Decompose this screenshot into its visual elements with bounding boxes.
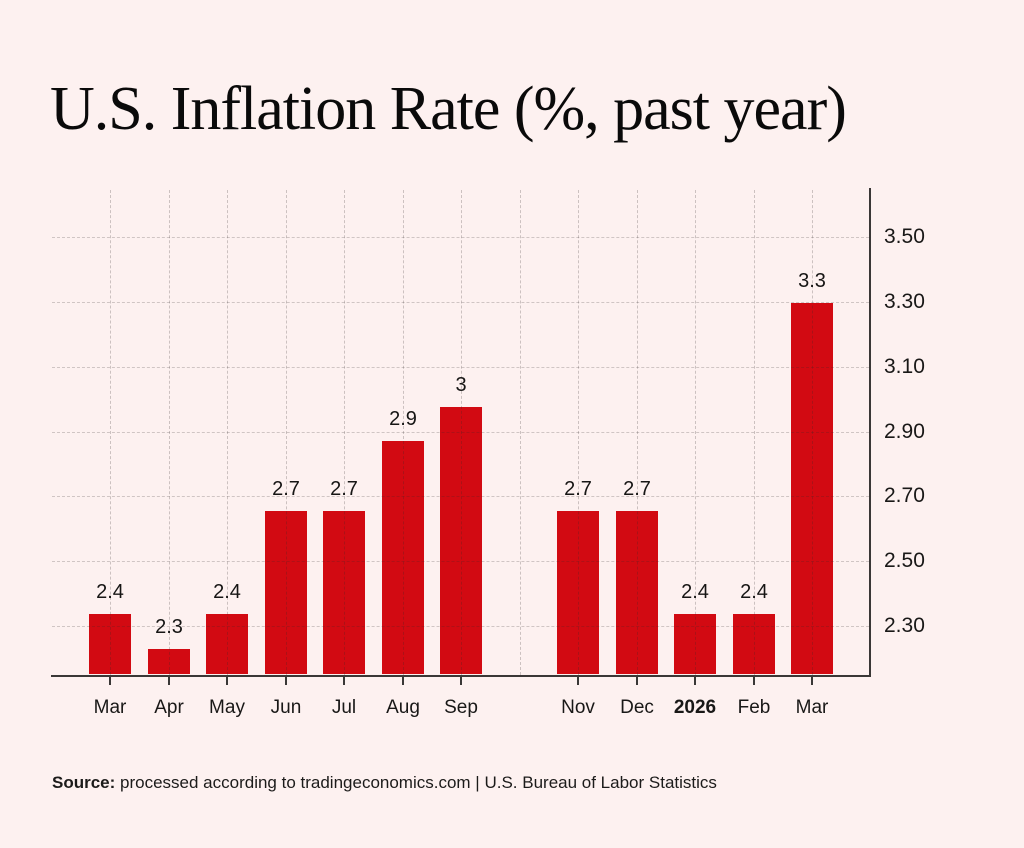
h-gridline: [52, 366, 869, 368]
h-gridline: [52, 431, 869, 433]
x-tick-mark: [460, 677, 462, 685]
x-tick-label: Dec: [620, 697, 654, 718]
h-gridline: [52, 302, 869, 303]
x-tick-label: Mar: [93, 697, 127, 718]
y-tick-label: 3.10: [884, 354, 925, 378]
bar-value-label: 3: [455, 373, 467, 396]
x-tick-label: Jul: [331, 697, 357, 718]
x-tick-label: Feb: [737, 697, 771, 718]
bar-value-label: 2.7: [272, 477, 300, 500]
bar-value-label: 2.7: [564, 477, 592, 500]
y-tick-label: 2.70: [884, 484, 925, 508]
x-tick-mark: [753, 677, 755, 685]
v-gridline: [637, 190, 638, 675]
x-tick-mark: [285, 677, 287, 685]
h-gridline: [52, 626, 869, 627]
v-gridline: [286, 190, 287, 675]
bar-jul: [323, 510, 365, 674]
x-tick-label: Apr: [154, 697, 184, 718]
v-gridline: [227, 190, 228, 675]
v-gridline: [403, 190, 404, 675]
bar-value-label: 2.4: [681, 581, 709, 604]
x-axis-line: [51, 675, 871, 677]
bar-jun: [265, 510, 307, 674]
v-gridline: [110, 190, 111, 675]
bar-value-label: 3.3: [798, 270, 826, 293]
x-tick-mark: [577, 677, 579, 685]
y-tick-label: 3.30: [884, 290, 925, 313]
v-gridline: [812, 190, 813, 675]
x-tick-mark: [343, 677, 345, 685]
x-tick-label: Aug: [386, 697, 420, 718]
y-tick-label: 2.90: [884, 419, 925, 443]
bar-value-label: 2.4: [96, 581, 124, 604]
x-tick-mark: [811, 677, 813, 685]
v-gridline: [754, 190, 755, 675]
v-gridline: [344, 190, 345, 675]
bar-may: [206, 614, 248, 674]
x-tick-mark: [168, 677, 170, 685]
x-tick-mark: [694, 677, 696, 685]
h-gridline: [52, 496, 869, 498]
v-gridline: [695, 190, 696, 675]
bar-nov: [557, 510, 599, 674]
bar-value-label: 2.4: [740, 581, 768, 604]
x-tick-mark: [636, 677, 638, 685]
x-tick-label: Sep: [444, 697, 478, 718]
bar-value-label: 2.4: [213, 581, 241, 604]
bar-value-label: 2.7: [623, 477, 651, 500]
x-tick-mark: [226, 677, 228, 685]
bar-mar: [89, 614, 131, 674]
y-tick-label: 2.30: [884, 614, 925, 637]
h-gridline: [52, 237, 869, 239]
y-tick-label: 3.50: [884, 225, 925, 249]
bar-value-label: 2.9: [389, 408, 417, 431]
bar-mar: [791, 303, 833, 674]
bar-value-label: 2.7: [330, 477, 358, 500]
x-tick-label: 2026: [673, 697, 717, 718]
v-gridline: [461, 190, 462, 675]
bar-2026: [674, 614, 716, 674]
v-gridline: [520, 190, 521, 675]
bar-aug: [382, 441, 424, 674]
v-gridline: [578, 190, 579, 675]
chart-title: U.S. Inflation Rate (%, past year): [50, 75, 847, 143]
bar-apr: [148, 649, 190, 674]
h-gridline: [52, 561, 869, 563]
y-axis-line: [869, 188, 871, 677]
x-tick-label: Nov: [561, 697, 595, 718]
bar-dec: [616, 510, 658, 674]
y-tick-label: 2.50: [884, 549, 925, 573]
source-note: Source: processed according to tradingec…: [52, 773, 717, 793]
v-gridline: [169, 190, 170, 675]
source-label: Source:: [52, 773, 116, 792]
x-tick-label: Jun: [270, 697, 302, 718]
x-tick-label: May: [209, 697, 245, 718]
bar-feb: [733, 614, 775, 674]
x-tick-label: Mar: [795, 697, 829, 718]
bar-sep: [440, 406, 482, 674]
source-text: processed according to tradingeconomics.…: [115, 773, 717, 792]
x-tick-mark: [402, 677, 404, 685]
bar-value-label: 2.3: [155, 616, 183, 639]
x-tick-mark: [109, 677, 111, 685]
